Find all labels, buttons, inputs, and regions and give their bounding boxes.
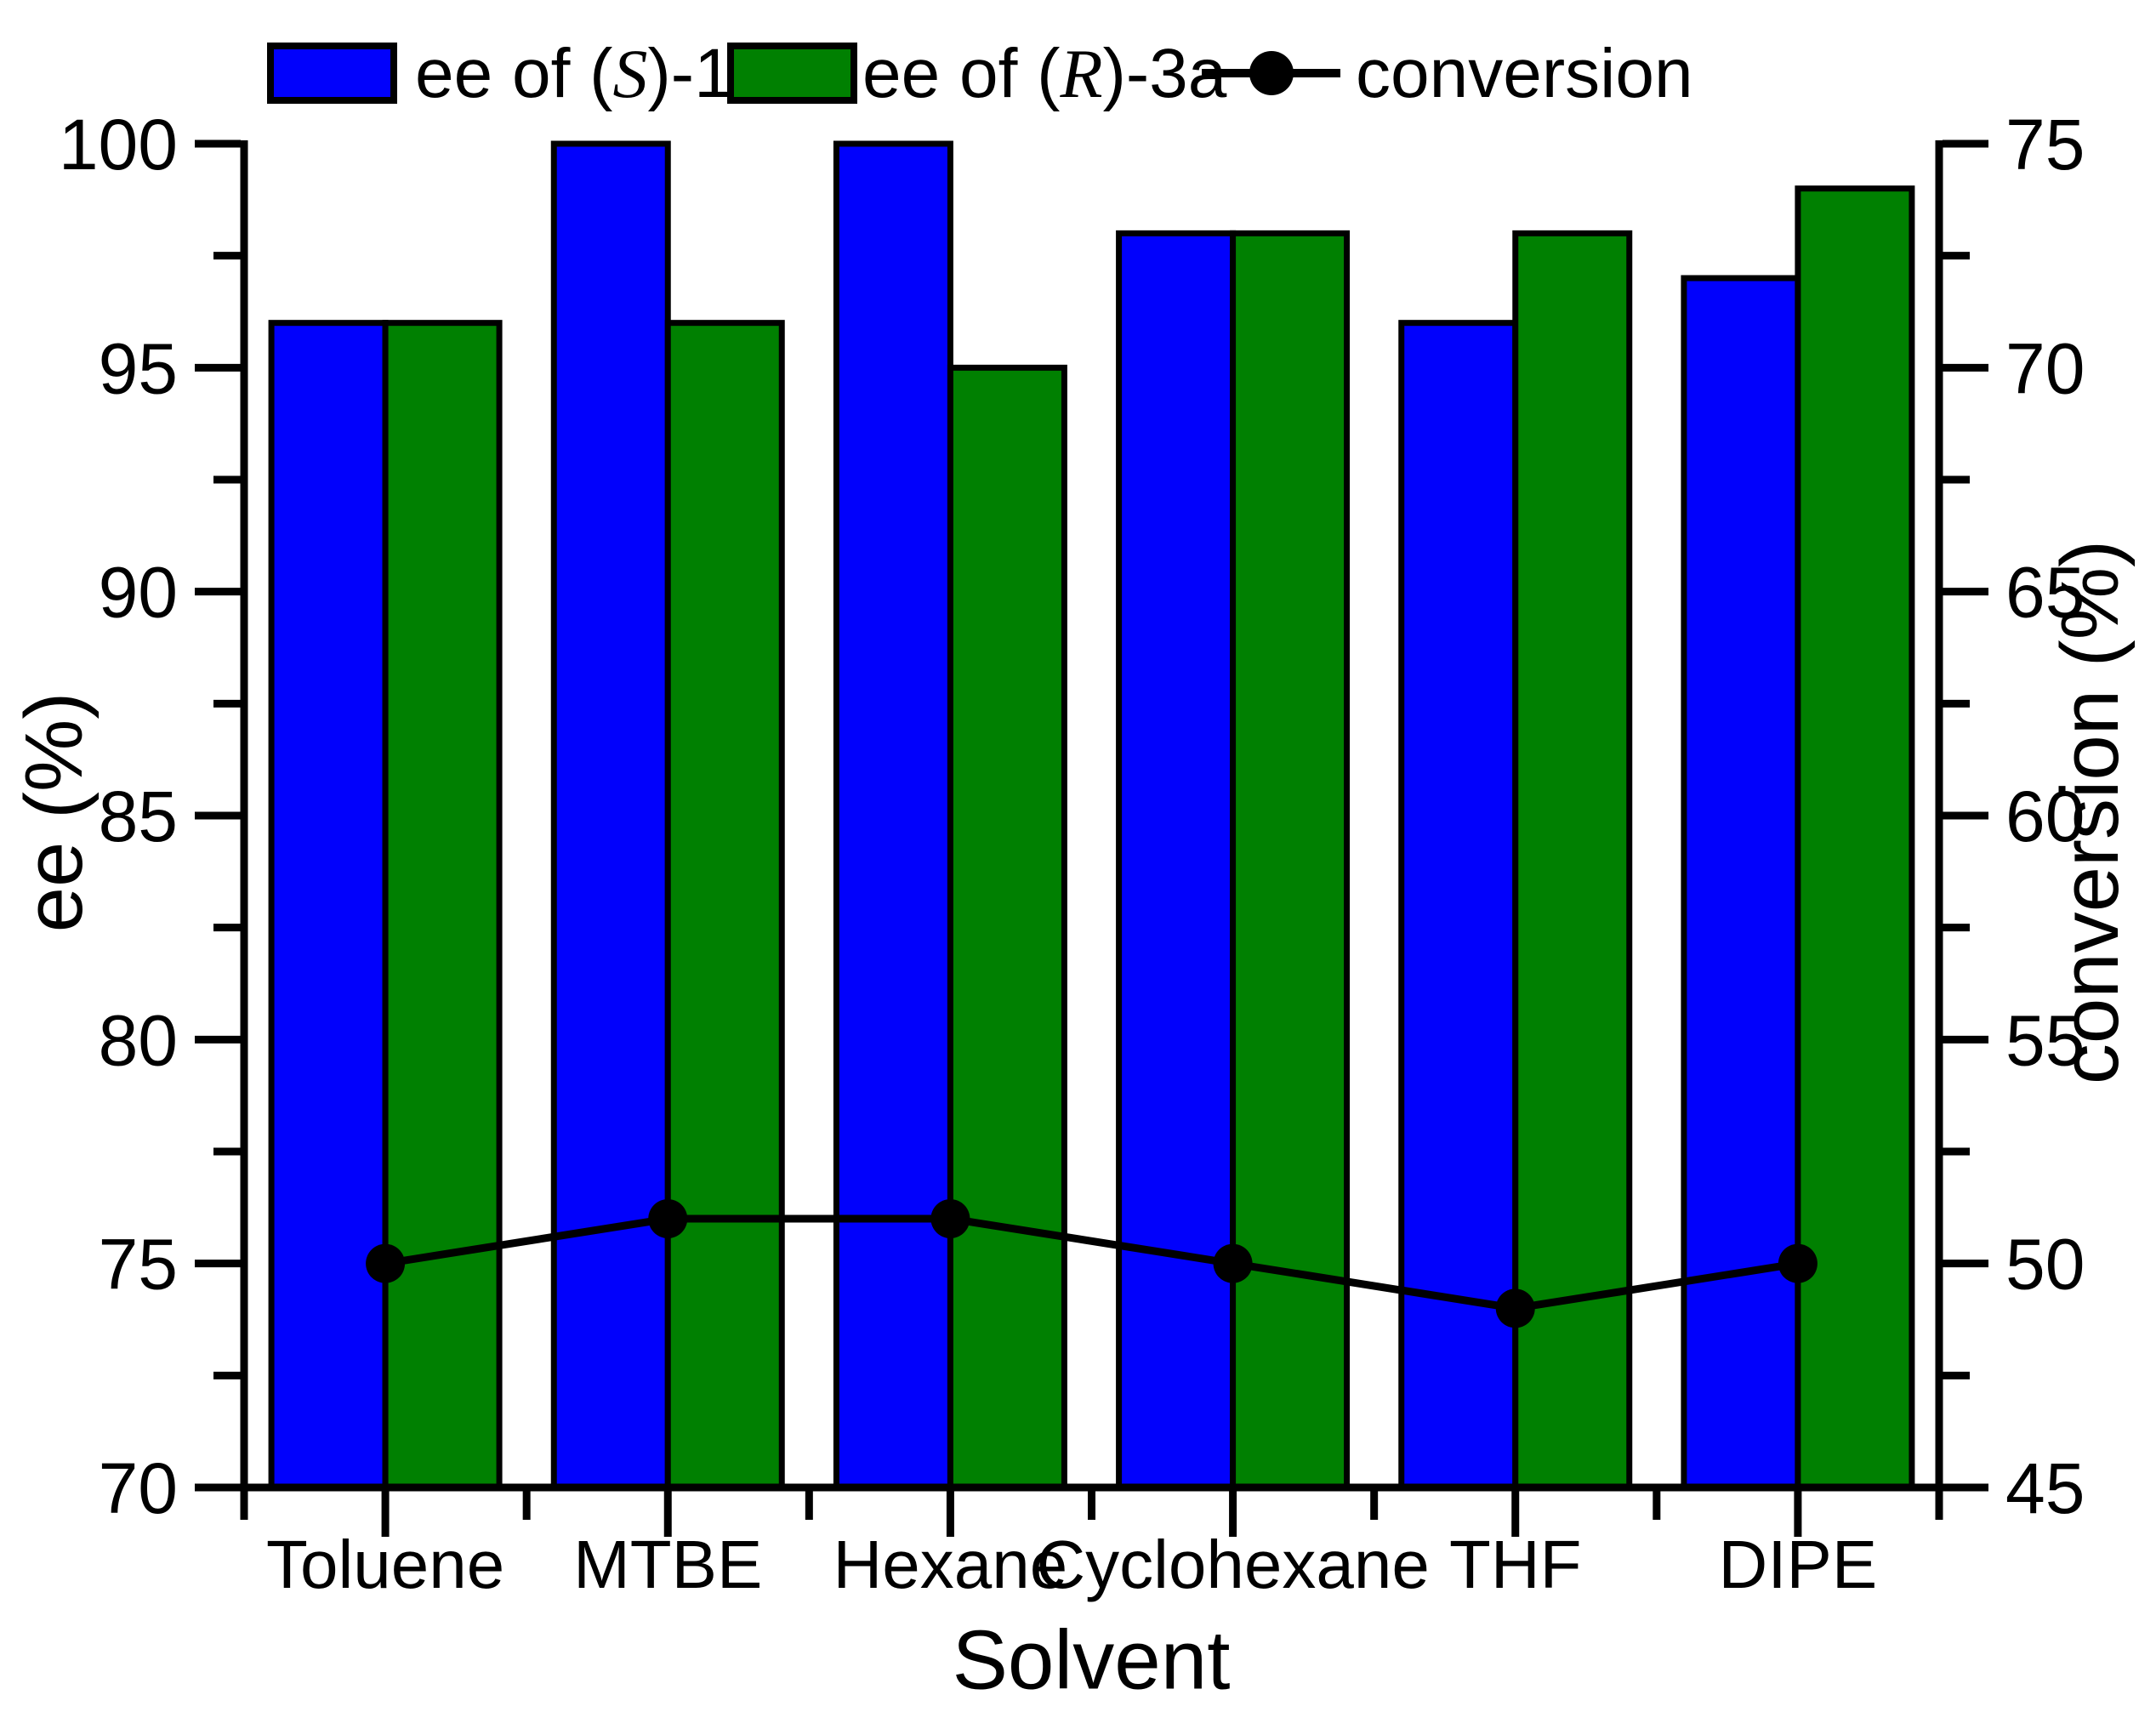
left-tick-label: 75 [99, 1225, 178, 1305]
left-tick-label: 100 [59, 105, 178, 185]
right-tick-label: 65 [2005, 553, 2085, 633]
bar-r3a-toluene [382, 320, 503, 1491]
legend-dot-icon [1249, 51, 1294, 95]
right-tick-label: 75 [2005, 105, 2085, 185]
bar-r3a-thf [1512, 230, 1633, 1491]
x-tick-label: THF [1449, 1527, 1582, 1602]
conversion-point-dipe [1778, 1243, 1818, 1283]
bar-s1a-mtbe [550, 140, 671, 1491]
legend-label-part-italic: S [612, 35, 648, 112]
legend-swatch-ee-s-1a [267, 43, 397, 104]
legend-label-ee-r-3a: ee of (R)-3a [862, 38, 1226, 110]
x-tick-label: Cyclohexane [1036, 1527, 1430, 1602]
right-axis-title: conversion (%) [2045, 539, 2136, 1085]
left-tick-label: 70 [99, 1448, 178, 1528]
conversion-point-toluene [366, 1243, 406, 1283]
x-axis-title: Solvent [952, 1612, 1231, 1707]
left-tick-label: 80 [99, 1000, 178, 1080]
right-tick-label: 60 [2005, 776, 2085, 856]
legend-swatch-ee-r-3a [727, 43, 857, 104]
legend: ee of (S)-1a ee of (R)-3a conversion [0, 0, 2156, 136]
bar-s1a-hexane [833, 140, 953, 1491]
left-tick-label: 85 [99, 776, 178, 856]
x-tick-label: MTBE [573, 1527, 762, 1602]
x-tick-label: Hexane [833, 1527, 1068, 1602]
bar-r3a-cyclohexane [1230, 230, 1351, 1491]
conversion-point-hexane [930, 1199, 970, 1238]
bar-s1a-cyclohexane [1116, 230, 1237, 1491]
conversion-point-mtbe [648, 1199, 688, 1238]
right-tick-label: 45 [2005, 1448, 2085, 1528]
legend-label-part-italic: R [1060, 35, 1103, 112]
x-tick-label: Toluene [266, 1527, 504, 1602]
conversion-point-thf [1495, 1288, 1535, 1328]
bar-s1a-dipe [1681, 275, 1801, 1491]
left-tick-label: 90 [99, 553, 178, 633]
bar-r3a-hexane [947, 364, 1067, 1491]
right-tick-label: 55 [2005, 1000, 2085, 1080]
legend-label-conversion: conversion [1356, 35, 1693, 112]
bar-r3a-mtbe [664, 320, 785, 1491]
conversion-point-cyclohexane [1213, 1243, 1253, 1283]
right-tick-label: 70 [2005, 328, 2085, 408]
conversion-line [384, 1214, 1799, 1312]
right-tick-label: 50 [2005, 1225, 2085, 1305]
x-tick-label: DIPE [1719, 1527, 1878, 1602]
left-axis-title: ee (%) [9, 691, 100, 933]
bar-s1a-toluene [268, 320, 389, 1491]
bar-r3a-dipe [1795, 185, 1915, 1491]
legend-line-marker-icon [1202, 51, 1340, 95]
legend-label-ee-s-1a: ee of (S)-1a [415, 38, 771, 110]
left-tick-label: 95 [99, 328, 178, 408]
legend-label-part: ee of ( [862, 35, 1061, 112]
legend-label-part: ee of ( [415, 35, 613, 112]
